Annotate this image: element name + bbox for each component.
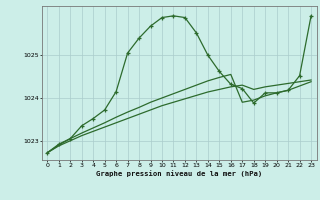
X-axis label: Graphe pression niveau de la mer (hPa): Graphe pression niveau de la mer (hPa): [96, 170, 262, 177]
